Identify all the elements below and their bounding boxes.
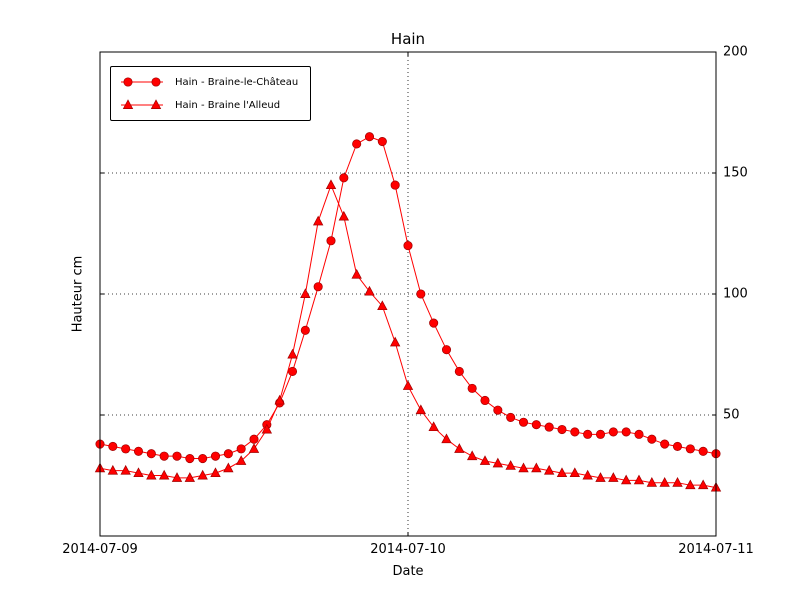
x-tick-label: 2014-07-09 (62, 542, 138, 557)
legend-entry: Hain - Braine l'Alleud (119, 98, 298, 112)
y-tick-label: 50 (723, 407, 740, 423)
x-axis-label: Date (392, 564, 424, 579)
y-tick-label: 150 (723, 165, 748, 181)
legend-line-triangle-sample (121, 99, 163, 109)
chart-title: Hain (390, 30, 426, 48)
legend-entry: Hain - Braine-le-Château (119, 75, 298, 89)
x-tick-label: 2014-07-10 (370, 542, 446, 557)
y-tick-label: 200 (723, 44, 748, 60)
legend-label: Hain - Braine-le-Château (175, 76, 299, 88)
y-tick-label: 100 (723, 286, 748, 302)
legend-label: Hain - Braine l'Alleud (175, 99, 281, 111)
legend-line-circle-sample (121, 77, 163, 87)
x-tick-label: 2014-07-11 (678, 542, 754, 557)
y-axis-label: Hauteur cm (70, 255, 86, 333)
legend: Hain - Braine-le-Château Hain - Braine l… (110, 66, 312, 121)
